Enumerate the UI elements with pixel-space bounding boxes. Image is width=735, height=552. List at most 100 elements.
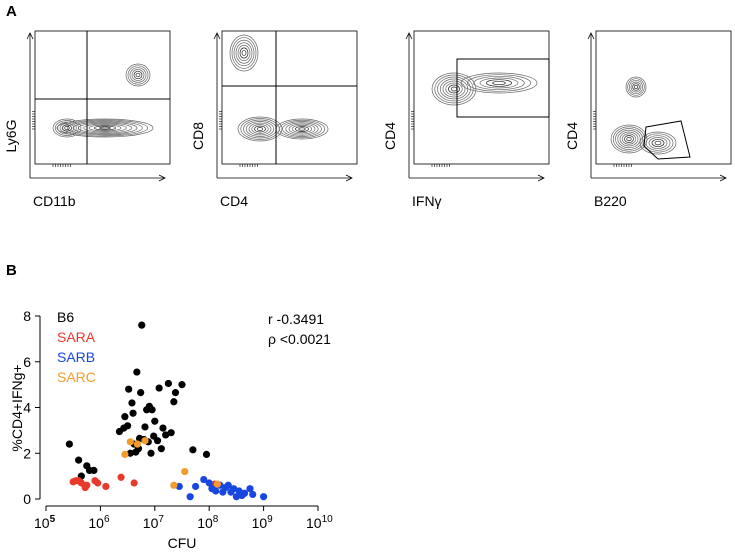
contour-ring (473, 75, 525, 91)
data-point-b6 (125, 385, 133, 393)
contour-ring (245, 121, 275, 137)
b220-gate (643, 120, 691, 160)
y-tick-label: 2 (23, 445, 31, 461)
contour-ring (625, 76, 647, 98)
contour-ring (57, 121, 77, 135)
contour-ring (485, 79, 513, 87)
flow-plot-frame (413, 30, 550, 165)
y-tick-label: 8 (23, 308, 31, 324)
x-tick-label: 1010 (306, 514, 333, 531)
flow-plots: CD11b Ly6G CD4 CD8 IFNγ CD4 B220 CD4 (3, 30, 732, 209)
contour-ring (295, 126, 309, 132)
data-point-sarb (192, 482, 200, 491)
contour-ring (231, 37, 257, 69)
data-point-sarb (205, 479, 213, 487)
data-point-b6 (138, 321, 146, 329)
contour-ring (633, 84, 639, 90)
contour-ring (135, 72, 141, 78)
contour-ring (77, 122, 133, 134)
contour-ring (624, 135, 634, 143)
contour-ring (442, 80, 466, 98)
data-point-sarb (232, 493, 240, 501)
flow-x-arrowhead (158, 174, 166, 182)
data-point-b6 (121, 413, 129, 421)
x-tick-label: 106 (88, 514, 110, 531)
data-point-b6 (189, 446, 197, 454)
data-point-sarb (200, 475, 208, 484)
contour-ring (298, 127, 306, 131)
contour-ring (133, 70, 143, 80)
data-point-b6 (141, 423, 149, 431)
flow-y-label: CD8 (190, 122, 206, 150)
data-point-sarb (175, 482, 183, 491)
x-tick-base: 10 (143, 515, 159, 531)
flow-x-label: IFNγ (412, 193, 442, 209)
contour-ring (99, 126, 111, 130)
flow-y-label: Ly6G (3, 120, 19, 153)
contour-ring (254, 125, 266, 133)
contour-ring (648, 137, 668, 149)
flow-x-arrowhead (345, 174, 353, 182)
data-point-b6 (148, 406, 156, 414)
x-tick-base: 10 (88, 515, 104, 531)
contour-ring (626, 136, 632, 142)
contour-ring (251, 124, 269, 134)
flow-x-label: CD11b (33, 193, 76, 209)
contour-ring (610, 124, 648, 154)
contour-ring (642, 133, 674, 153)
contour-ring (235, 42, 253, 64)
x-tick-exponent: 8 (213, 514, 219, 525)
flow-y-arrowhead (213, 32, 221, 40)
contour-ring (615, 128, 643, 150)
contour-ring (131, 69, 145, 81)
contour-ring (256, 127, 264, 131)
x-tick-label: 108 (197, 514, 219, 531)
panel-a-label: A (6, 3, 17, 20)
data-point-b6 (124, 422, 132, 430)
contour-ring (651, 138, 665, 148)
data-point-b6 (167, 429, 175, 437)
flow-y-arrowhead (405, 32, 413, 40)
legend-entry-sara: SARA (57, 329, 96, 345)
flow-y-arrowhead (587, 32, 595, 40)
contour-ring (67, 120, 143, 136)
data-point-b6 (157, 445, 165, 453)
x-tick-label: 107 (143, 514, 165, 531)
x-tick-base: 10 (306, 515, 322, 531)
ifng-gate (456, 58, 550, 118)
contour-ring (233, 39, 255, 67)
data-point-sarc (121, 450, 129, 458)
contour-ring (88, 124, 122, 132)
contour-ring (59, 123, 75, 133)
panel-b-label: B (6, 262, 17, 279)
y-axis-label: %CD4+IFNg+ (9, 364, 25, 451)
data-point-sarb (240, 489, 249, 497)
contour-ring (448, 84, 460, 94)
contour-ring (127, 65, 149, 85)
data-point-sarb (230, 485, 238, 493)
contour-ring (617, 129, 641, 149)
contour-ring (479, 77, 519, 89)
flow-plot-frame (595, 30, 732, 165)
contour-ring (450, 86, 458, 92)
flow-plot-2: CD4 CD8 (190, 30, 358, 209)
data-point-b6 (151, 417, 159, 425)
x-tick-label: 105 (34, 514, 56, 531)
data-point-b6 (153, 437, 162, 445)
contour-ring (64, 126, 70, 130)
data-point-sara (130, 479, 138, 487)
data-point-b6 (202, 450, 211, 458)
contour-ring (460, 72, 538, 94)
contour-ring (445, 82, 463, 96)
data-point-sarc (170, 481, 178, 489)
data-point-sarb (186, 493, 194, 501)
contour-ring (237, 116, 283, 142)
data-point-sarc (126, 438, 134, 446)
data-point-sara (94, 479, 102, 487)
data-point-b6 (147, 449, 155, 457)
contour-ring (645, 135, 671, 151)
data-point-b6 (178, 381, 186, 389)
flow-plot-1: CD11b Ly6G (3, 30, 171, 209)
contour-ring (278, 119, 326, 139)
